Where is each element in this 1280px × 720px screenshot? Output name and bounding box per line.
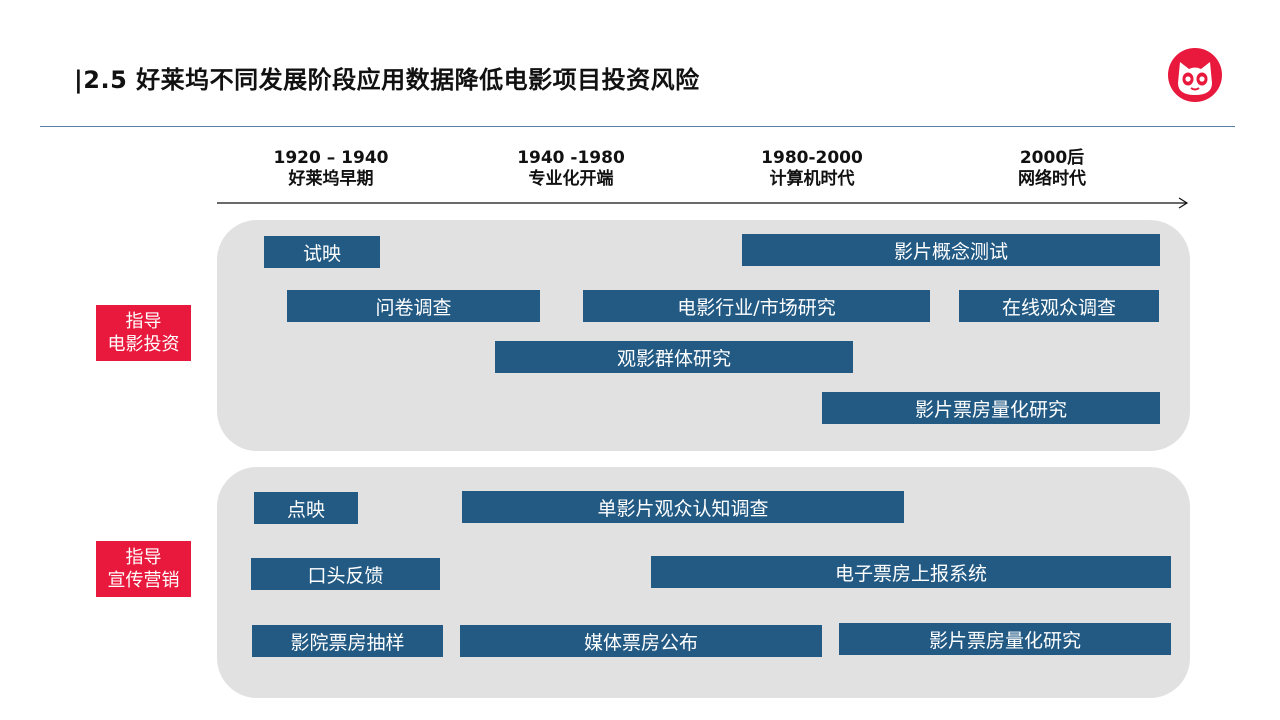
era-years: 2000后 (1019, 148, 1085, 168)
bar-boxoffice-quant-2: 影片票房量化研究 (839, 623, 1171, 655)
title-divider (40, 126, 1235, 127)
era-3: 1980-2000 计算机时代 (727, 148, 897, 190)
section-label-investment: 指导 电影投资 (96, 305, 191, 361)
bar-audience-research: 观影群体研究 (495, 341, 853, 373)
bar-awareness-survey: 单影片观众认知调查 (462, 491, 904, 523)
bar-preview: 点映 (254, 492, 358, 524)
bar-online-survey: 在线观众调查 (959, 290, 1159, 322)
bar-word-of-mouth: 口头反馈 (251, 558, 440, 590)
bar-industry-research: 电影行业/市场研究 (583, 290, 930, 322)
era-name: 好莱坞早期 (288, 169, 374, 189)
era-years: 1980-2000 (761, 148, 863, 168)
cat-logo-icon (1168, 48, 1222, 102)
era-years: 1940 -1980 (517, 148, 625, 168)
era-2: 1940 -1980 专业化开端 (486, 148, 656, 190)
era-name: 专业化开端 (528, 169, 614, 189)
bar-questionnaire: 问卷调查 (287, 290, 540, 322)
bar-cinema-sampling: 影院票房抽样 (252, 625, 443, 657)
bar-screening: 试映 (264, 236, 380, 268)
page-title: |2.5 好莱坞不同发展阶段应用数据降低电影项目投资风险 (74, 66, 700, 94)
era-years: 1920 – 1940 (273, 148, 389, 168)
era-1: 1920 – 1940 好莱坞早期 (246, 148, 416, 190)
section-label-line2: 宣传营销 (107, 570, 180, 591)
bar-concept-test: 影片概念测试 (742, 234, 1160, 266)
bar-e-ticket-system: 电子票房上报系统 (651, 556, 1171, 588)
era-4: 2000后 网络时代 (967, 148, 1137, 190)
era-name: 计算机时代 (769, 169, 855, 189)
section-label-marketing: 指导 宣传营销 (96, 541, 191, 597)
section-label-line1: 指导 (125, 547, 162, 568)
era-name: 网络时代 (1018, 169, 1086, 189)
section-label-line1: 指导 (125, 311, 162, 332)
bar-boxoffice-quant: 影片票房量化研究 (822, 392, 1160, 424)
bar-media-boxoffice: 媒体票房公布 (460, 625, 822, 657)
section-label-line2: 电影投资 (107, 334, 180, 355)
timeline-arrow (217, 197, 1189, 209)
